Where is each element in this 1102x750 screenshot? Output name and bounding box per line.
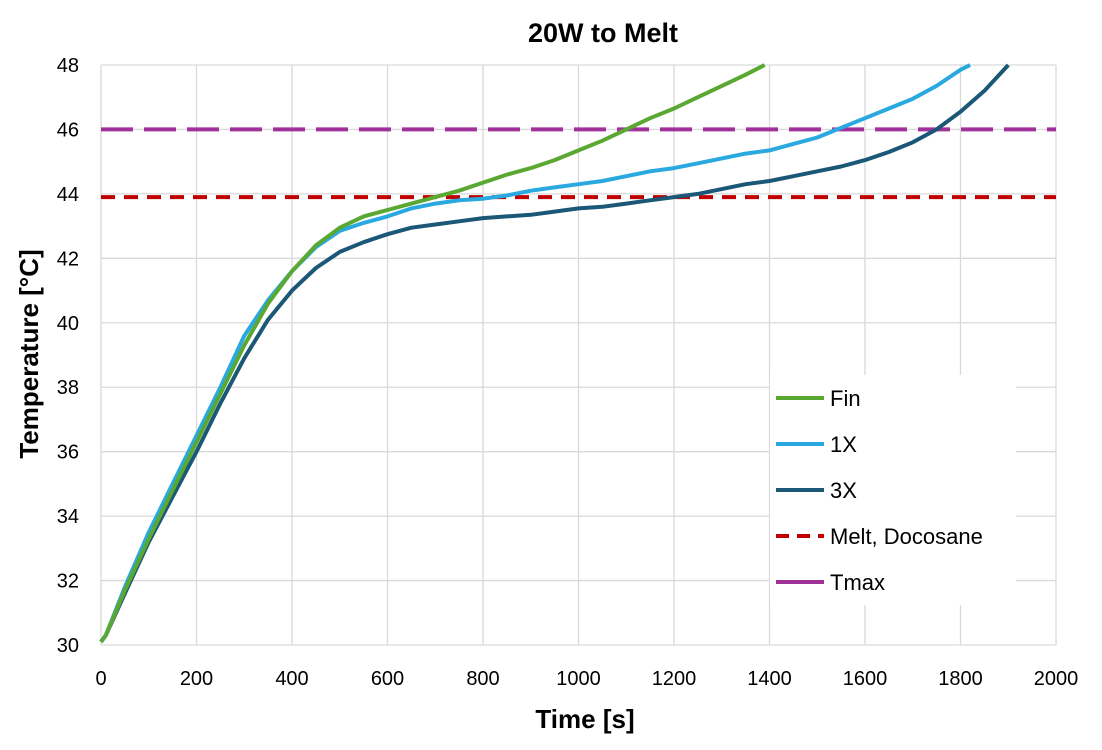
x-tick-label: 800	[466, 668, 499, 690]
plot-area	[99, 63, 1056, 643]
x-tick-label: 1800	[938, 668, 983, 690]
legend-label-melt-docosane: Melt, Docosane	[830, 524, 983, 549]
x-tick-label: 1000	[556, 668, 601, 690]
x-tick-label: 400	[275, 668, 308, 690]
y-tick-label: 30	[57, 635, 79, 657]
y-axis-label: Temperature [°C]	[14, 249, 44, 458]
legend-label-tmax: Tmax	[830, 570, 885, 595]
y-tick-label: 36	[57, 442, 79, 464]
x-tick-label: 2000	[1034, 668, 1079, 690]
x-tick-label: 600	[371, 668, 404, 690]
x-tick-label: 0	[95, 668, 106, 690]
series-line-1x	[99, 63, 971, 643]
x-axis-ticks: 0 200 400 600 800 1000 1200 1400 1600 1800 2000	[95, 668, 1078, 690]
legend-label-1x: 1X	[830, 432, 857, 457]
x-tick-label: 200	[180, 668, 213, 690]
legend-label-3x: 3X	[830, 478, 857, 503]
y-tick-label: 40	[57, 313, 79, 335]
x-axis-label: Time [s]	[535, 704, 634, 734]
y-tick-label: 38	[57, 377, 79, 399]
y-tick-label: 46	[57, 119, 79, 141]
x-tick-label: 1600	[843, 668, 888, 690]
y-axis-ticks: 30 32 34 36 38 40 42 44 46 48	[57, 55, 79, 657]
chart-title: 20W to Melt	[528, 18, 678, 48]
series-line-3x	[99, 63, 1010, 643]
x-tick-label: 1400	[747, 668, 792, 690]
series-line-fin	[99, 63, 766, 643]
y-tick-label: 42	[57, 248, 79, 270]
y-tick-label: 44	[57, 184, 79, 206]
x-tick-label: 1200	[652, 668, 697, 690]
legend-label-fin: Fin	[830, 386, 861, 411]
y-tick-label: 48	[57, 55, 79, 77]
legend: Fin 1X 3X Melt, Docosane Tmax	[770, 375, 1016, 605]
y-tick-label: 34	[57, 506, 79, 528]
y-tick-label: 32	[57, 571, 79, 593]
